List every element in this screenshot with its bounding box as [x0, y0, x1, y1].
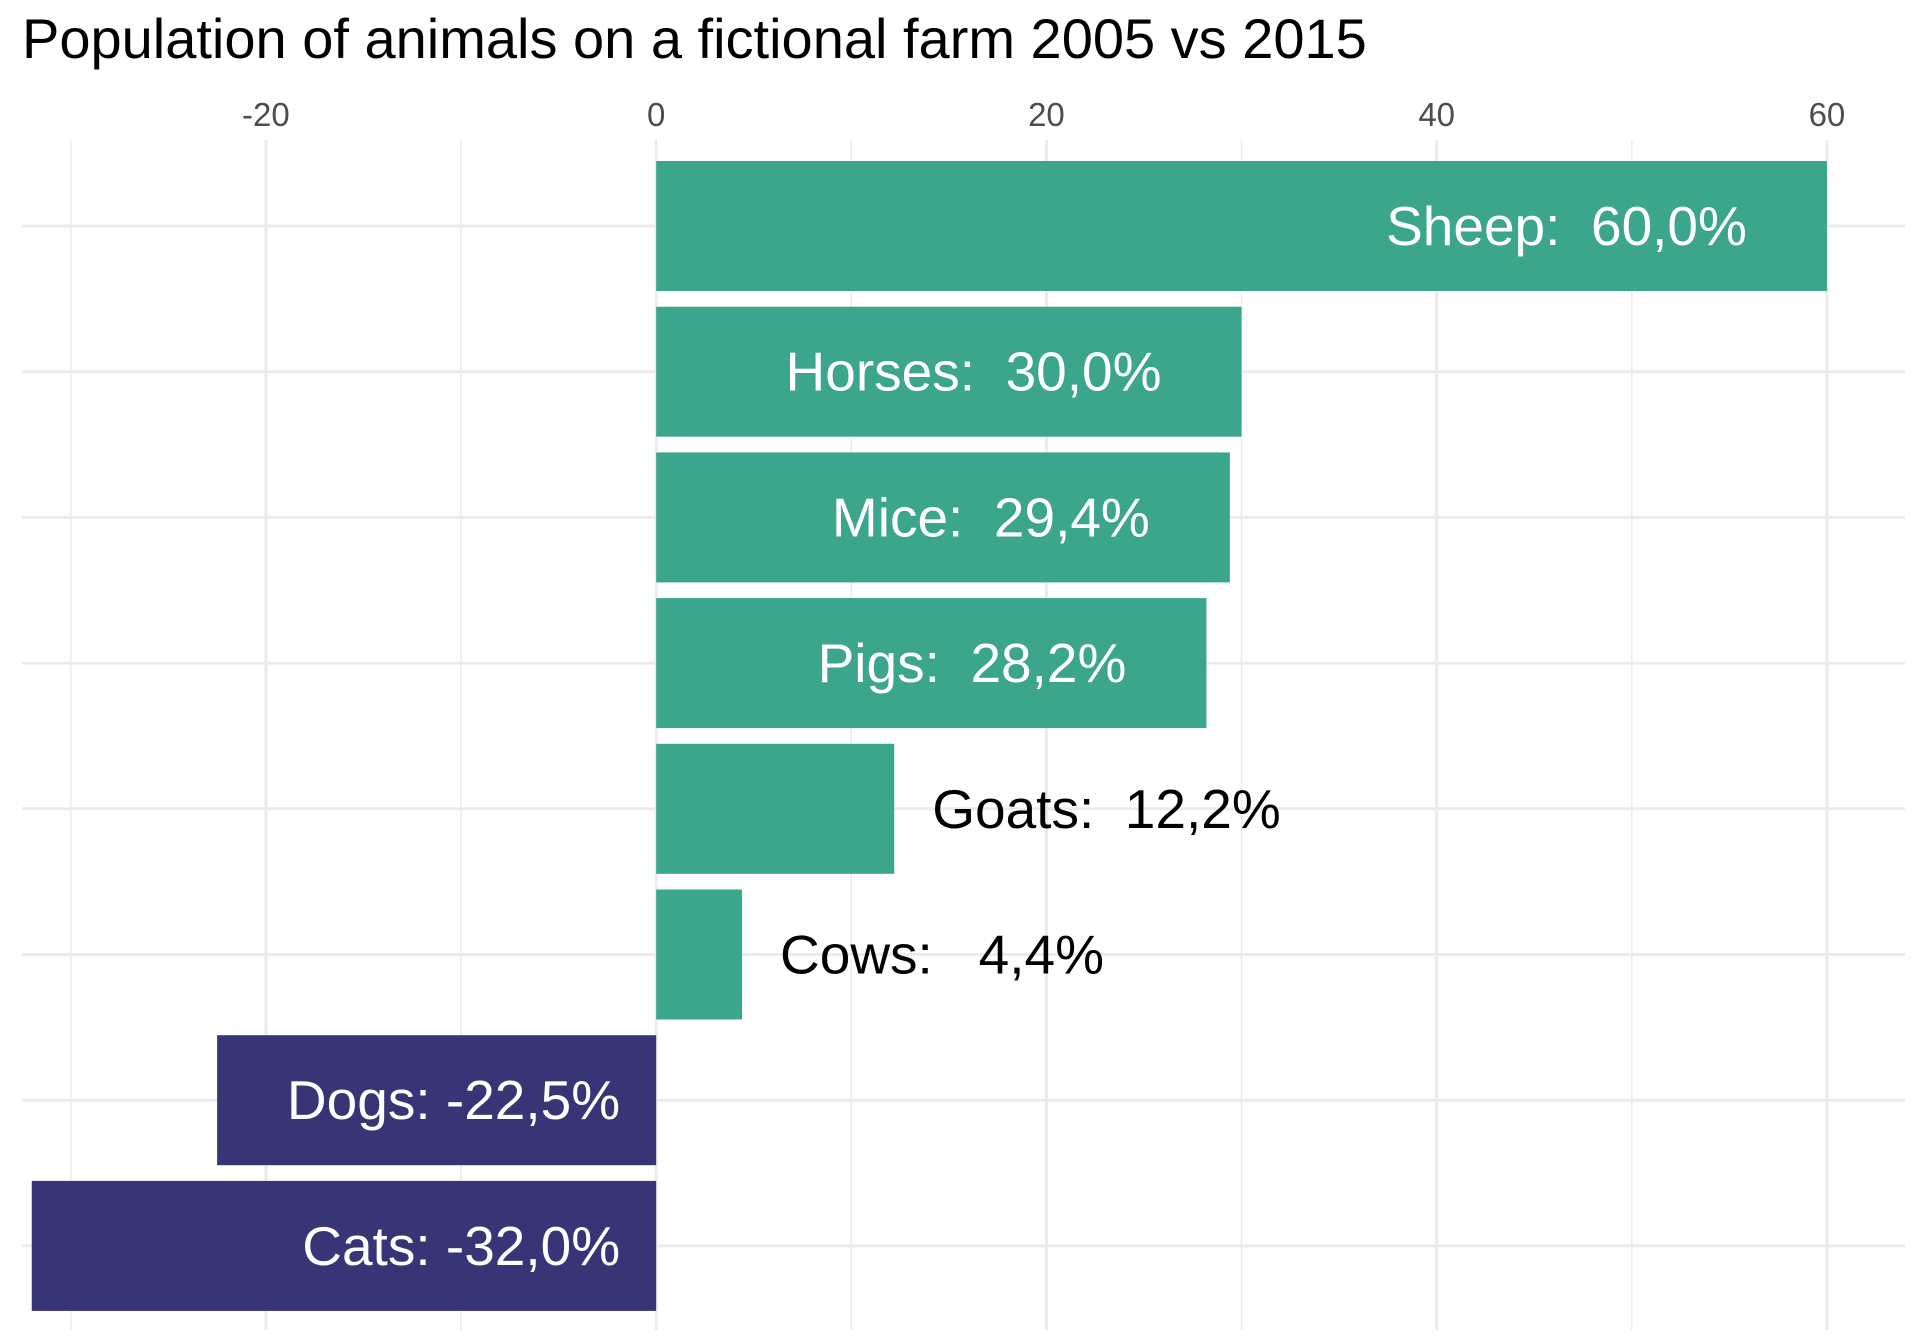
chart-title: Population of animals on a fictional far… — [22, 7, 1367, 70]
bar-label-cats: Cats: -32,0% — [302, 1215, 620, 1277]
bar-label-pigs: Pigs: 28,2% — [818, 632, 1127, 694]
bar-mice — [656, 452, 1230, 583]
bar-dogs — [217, 1035, 657, 1166]
bar-label-dogs: Dogs: -22,5% — [287, 1069, 620, 1131]
bar-labels: Sheep: 60,0% Horses: 30,0% Mice: 29,4% Pigs… — [287, 195, 1747, 1277]
bar-label-cows: Cows: 4,4% — [780, 924, 1104, 986]
x-tick-label-0: 0 — [647, 96, 665, 133]
x-tick-label-40: 40 — [1418, 96, 1455, 133]
x-axis-ticks: -20 0 20 40 60 — [242, 96, 1845, 133]
x-tick-label-20: 20 — [1028, 96, 1065, 133]
bar-label-mice: Mice: 29,4% — [832, 486, 1150, 548]
bar-horses — [656, 306, 1242, 437]
bar-label-horses: Horses: 30,0% — [786, 341, 1162, 403]
x-tick-label--20: -20 — [242, 96, 290, 133]
bar-cats — [31, 1180, 657, 1311]
bar-pigs — [656, 598, 1207, 729]
bar-label-sheep: Sheep: 60,0% — [1386, 195, 1747, 257]
bar-label-goats: Goats: 12,2% — [932, 778, 1281, 840]
bar-sheep — [656, 161, 1827, 291]
bars — [31, 161, 1827, 1311]
x-tick-label-60: 60 — [1809, 96, 1846, 133]
bar-goats — [656, 743, 895, 874]
bar-cows — [656, 889, 743, 1020]
